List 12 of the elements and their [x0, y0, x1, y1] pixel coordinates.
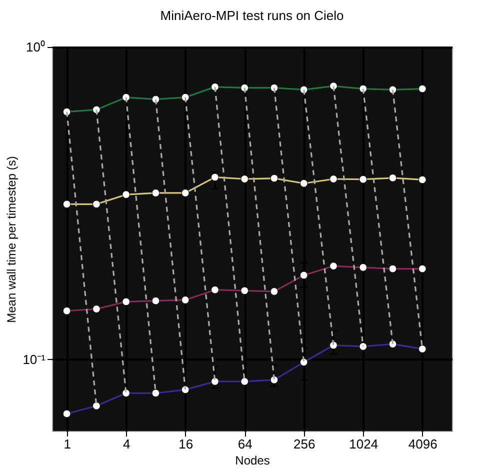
chart-title: MiniAero-MPI test runs on Cielo — [160, 8, 344, 23]
x-tick-label: 1024 — [349, 436, 378, 452]
x-tick-label: 256 — [294, 436, 316, 452]
x-tick-label: 4096 — [408, 436, 438, 452]
y-axis-title: Mean wall time per timestep (s) — [4, 156, 19, 323]
y-tick-label: 10⁻¹ — [22, 352, 46, 367]
x-tick-label: 16 — [178, 436, 194, 452]
x-tick-label: 64 — [238, 436, 252, 452]
y-tick-label: 10⁰ — [26, 40, 46, 54]
x-axis-title: Nodes — [235, 454, 270, 468]
x-tick-label: 1 — [64, 436, 71, 452]
x-tick-label: 4 — [122, 436, 130, 452]
